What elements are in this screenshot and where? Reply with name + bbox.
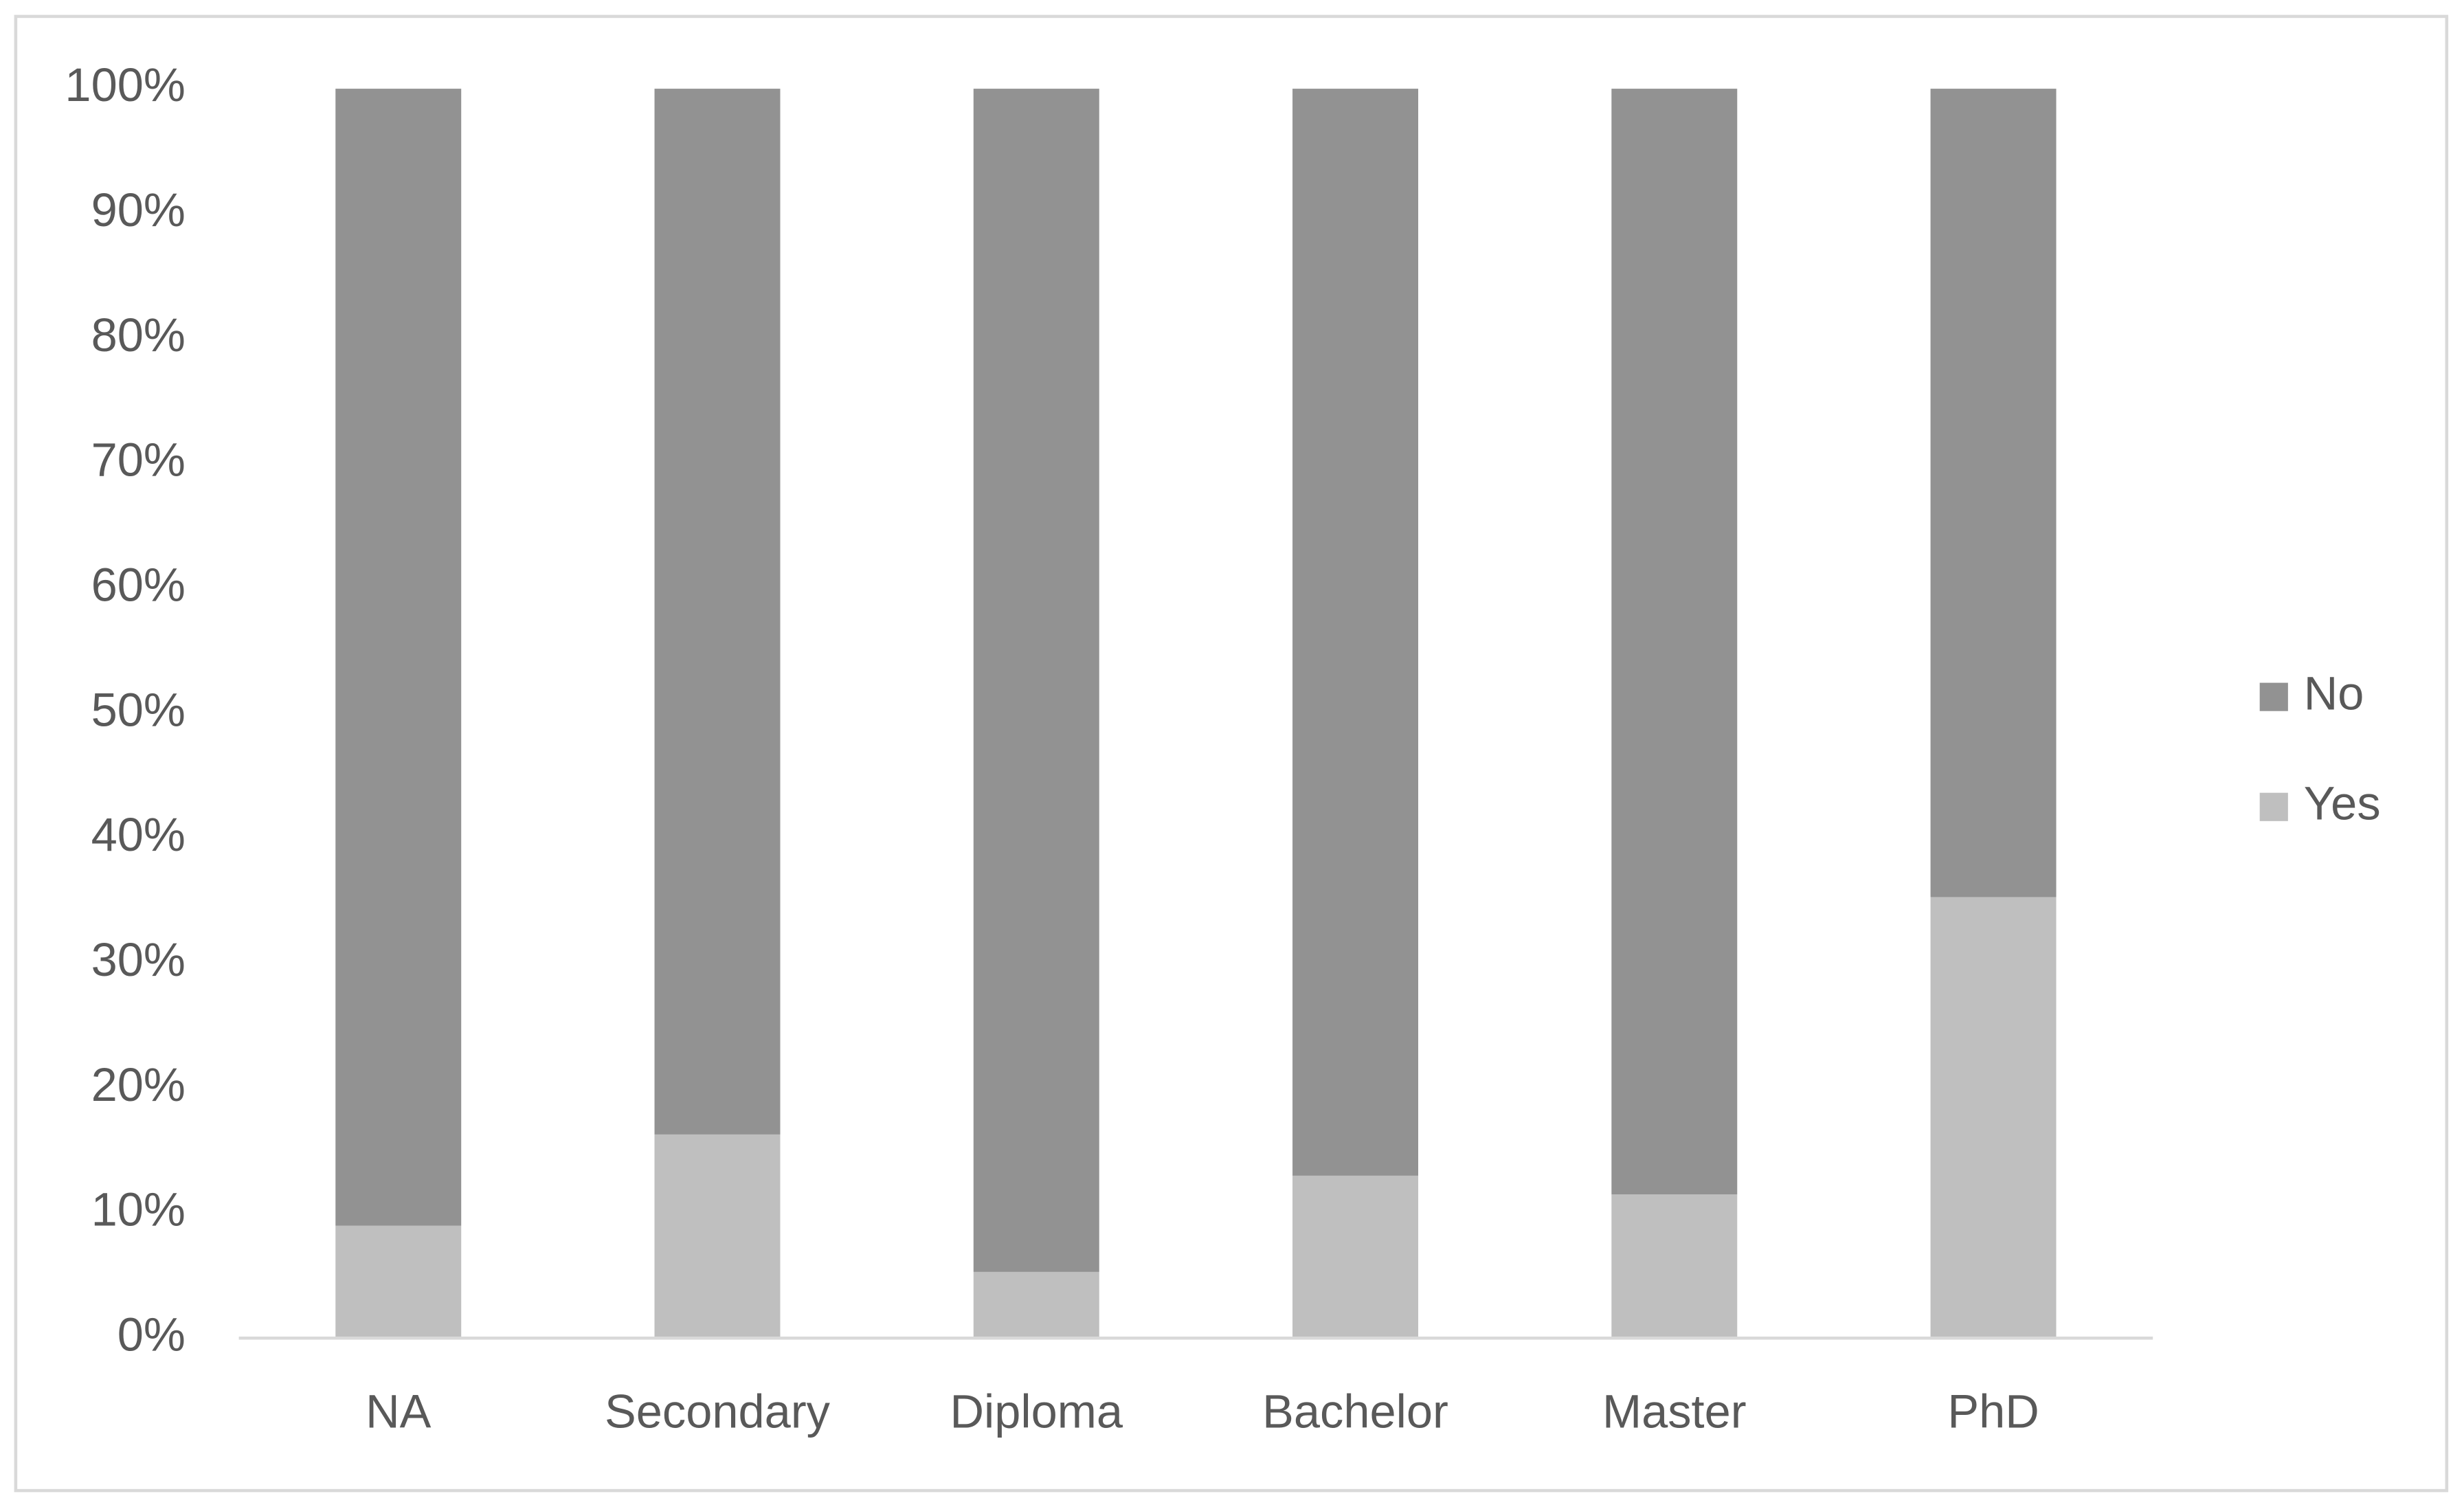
y-tick-label: 10% <box>91 1183 186 1236</box>
y-tick-label: 60% <box>91 558 186 611</box>
legend-swatch <box>2259 682 2288 711</box>
bar-segment <box>335 89 462 1226</box>
y-tick-label: 20% <box>91 1058 186 1111</box>
bar-segment <box>973 1271 1099 1339</box>
bar-segment <box>1292 1175 1419 1339</box>
x-tick-label: NA <box>366 1385 432 1438</box>
x-tick-label: Bachelor <box>1262 1385 1448 1438</box>
y-tick-label: 100% <box>65 58 185 111</box>
y-tick-label: 90% <box>91 183 186 236</box>
y-tick-label: 30% <box>91 933 186 986</box>
bar-segment <box>654 1134 781 1339</box>
bar-segment <box>335 1225 462 1339</box>
x-tick-label: Secondary <box>605 1385 831 1438</box>
bar-segment <box>1611 89 1738 1195</box>
bar-segment <box>973 89 1099 1272</box>
bar-segment <box>1930 897 2057 1339</box>
bar-segment <box>1930 89 2057 897</box>
x-tick-label: Diploma <box>950 1385 1123 1438</box>
bar-segment <box>1611 1194 1738 1339</box>
y-tick-label: 50% <box>91 683 186 736</box>
legend-label: Yes <box>2304 777 2381 829</box>
legend-swatch <box>2259 792 2288 821</box>
bar-segment <box>654 89 781 1135</box>
y-tick-label: 40% <box>91 808 186 861</box>
x-tick-label: Master <box>1602 1385 1747 1438</box>
y-tick-label: 0% <box>117 1308 186 1361</box>
y-tick-label: 80% <box>91 309 186 361</box>
y-tick-label: 70% <box>91 434 186 487</box>
x-tick-label: PhD <box>1947 1385 2039 1438</box>
bar-segment <box>1292 89 1419 1176</box>
legend-label: No <box>2304 667 2364 719</box>
